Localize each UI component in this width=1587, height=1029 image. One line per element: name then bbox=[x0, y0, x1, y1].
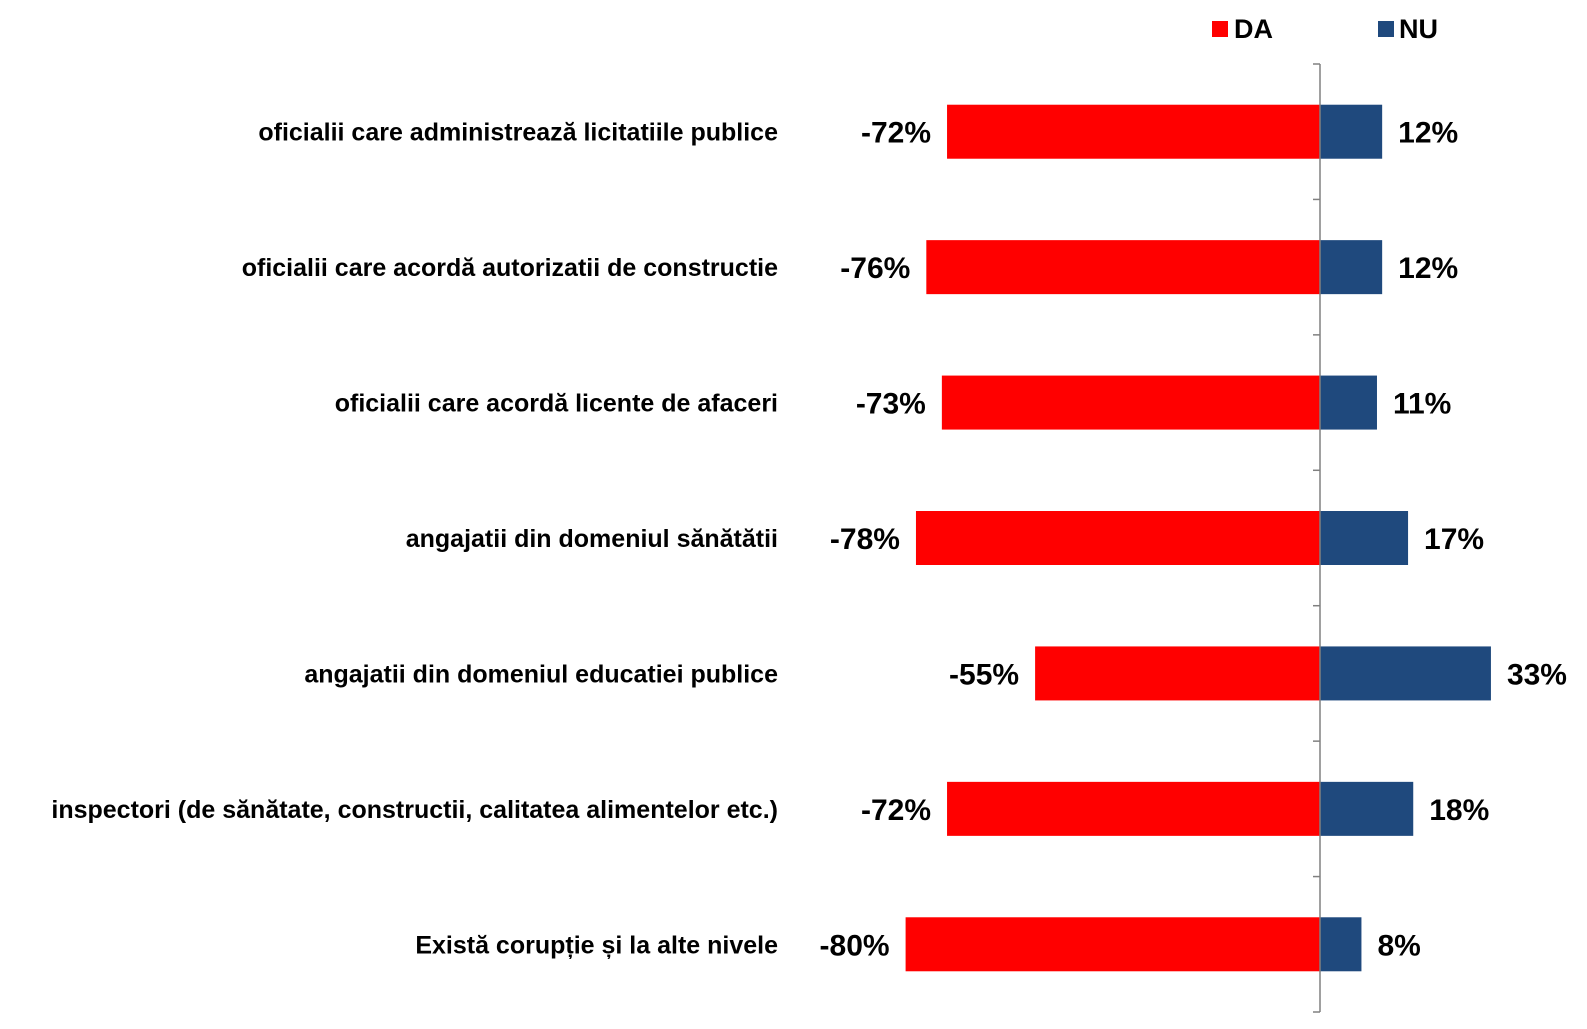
data-label-da: -80% bbox=[820, 929, 890, 962]
category-label: oficialii care acordă licente de afaceri bbox=[335, 390, 778, 418]
legend-da-label: DA bbox=[1234, 14, 1273, 44]
bar-da bbox=[947, 104, 1320, 159]
data-label-nu: 18% bbox=[1429, 794, 1489, 827]
legend: DA NU bbox=[1212, 14, 1438, 44]
bar-da bbox=[926, 240, 1320, 295]
data-label-nu: 33% bbox=[1507, 658, 1567, 691]
category-label: oficialii care administrează licitatiile… bbox=[258, 119, 778, 147]
bar-da bbox=[905, 917, 1320, 972]
bar-nu bbox=[1320, 375, 1377, 430]
data-label-da: -78% bbox=[830, 523, 900, 556]
category-label: oficialii care acordă autorizatii de con… bbox=[242, 254, 778, 282]
plot-area: oficialii care administrează licitatiile… bbox=[51, 63, 1567, 1013]
data-label-nu: 8% bbox=[1377, 929, 1420, 962]
legend-nu-label: NU bbox=[1399, 14, 1438, 44]
category-label: Există corupție și la alte nivele bbox=[415, 931, 778, 959]
data-label-nu: 17% bbox=[1424, 523, 1484, 556]
data-label-nu: 11% bbox=[1393, 388, 1451, 421]
bar-da bbox=[915, 511, 1320, 565]
bar-da bbox=[947, 781, 1320, 836]
bar-nu bbox=[1320, 240, 1383, 295]
data-label-da: -73% bbox=[856, 388, 926, 421]
legend-da-swatch bbox=[1212, 21, 1228, 37]
bar-da bbox=[941, 375, 1320, 430]
category-label: angajatii din domeniul sănătătii bbox=[406, 525, 778, 553]
bar-nu bbox=[1320, 781, 1414, 836]
bar-nu bbox=[1320, 104, 1383, 159]
bar-nu bbox=[1320, 511, 1409, 565]
data-label-da: -72% bbox=[861, 117, 931, 150]
category-label: angajatii din domeniul educatiei publice bbox=[304, 660, 778, 688]
category-label: inspectori (de sănătate, constructii, ca… bbox=[51, 796, 778, 824]
bar-nu bbox=[1320, 646, 1491, 701]
data-label-nu: 12% bbox=[1398, 117, 1458, 150]
data-label-nu: 12% bbox=[1398, 252, 1458, 285]
data-label-da: -55% bbox=[949, 658, 1019, 691]
bar-nu bbox=[1320, 917, 1362, 972]
data-label-da: -76% bbox=[840, 252, 910, 285]
data-label-da: -72% bbox=[861, 794, 931, 827]
bar-da bbox=[1035, 646, 1320, 701]
legend-nu-swatch bbox=[1378, 21, 1394, 37]
